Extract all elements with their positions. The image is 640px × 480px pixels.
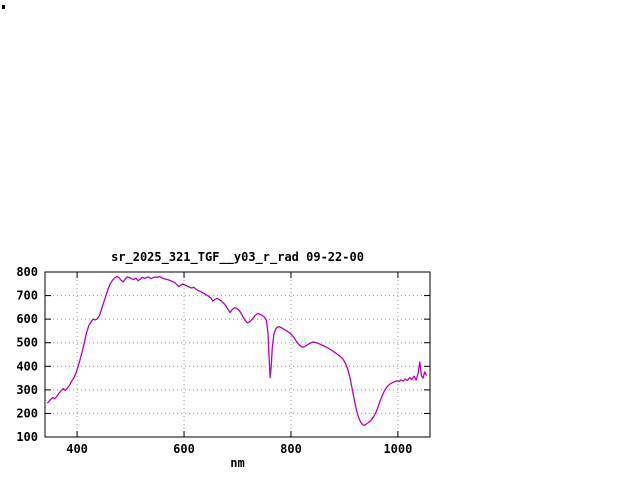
y-tick-label: 700 xyxy=(16,289,38,303)
x-tick-label: 1000 xyxy=(383,442,412,456)
y-tick-label: 500 xyxy=(16,336,38,350)
chart-title: sr_2025_321_TGF__y03_r_rad 09-22-00 xyxy=(111,250,364,264)
spectrum-data-line xyxy=(47,275,427,426)
artifact-dot xyxy=(2,5,5,9)
x-axis-label: nm xyxy=(230,456,245,470)
y-tick-label: 800 xyxy=(16,265,38,279)
y-tick-label: 300 xyxy=(16,383,38,397)
y-tick-label: 400 xyxy=(16,359,38,373)
x-tick-label: 400 xyxy=(66,442,88,456)
plot-border xyxy=(44,271,431,438)
y-tick-label: 200 xyxy=(16,406,38,420)
x-tick-label: 600 xyxy=(173,442,195,456)
x-tick-label: 800 xyxy=(280,442,302,456)
y-tick-label: 600 xyxy=(16,312,38,326)
y-tick-label: 100 xyxy=(16,430,38,444)
